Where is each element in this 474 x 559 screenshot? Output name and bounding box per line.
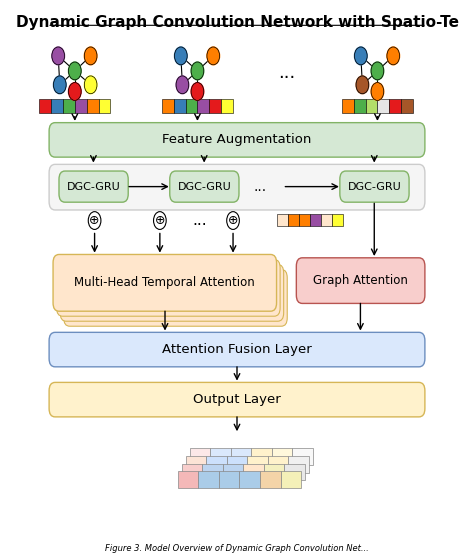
Bar: [173, 100, 186, 112]
Bar: [198, 100, 210, 112]
Text: ...: ...: [279, 64, 296, 82]
Bar: [277, 214, 288, 226]
Bar: [272, 448, 292, 465]
Circle shape: [68, 83, 81, 101]
Bar: [284, 463, 305, 480]
Circle shape: [371, 83, 384, 101]
FancyBboxPatch shape: [49, 333, 425, 367]
Bar: [321, 214, 332, 226]
Bar: [264, 463, 284, 480]
Text: Dynamic Graph Convolution Network with Spatio-Te: Dynamic Graph Convolution Network with S…: [16, 15, 458, 30]
Bar: [223, 463, 243, 480]
Text: DGC-GRU: DGC-GRU: [177, 182, 231, 192]
Circle shape: [227, 212, 239, 229]
Bar: [39, 100, 51, 112]
Bar: [288, 214, 299, 226]
Text: Figure 3. Model Overview of Dynamic Graph Convolution Net...: Figure 3. Model Overview of Dynamic Grap…: [105, 544, 369, 553]
Bar: [210, 448, 231, 465]
Text: ⊕: ⊕: [228, 214, 238, 227]
Text: DGC-GRU: DGC-GRU: [347, 182, 401, 192]
Circle shape: [387, 47, 400, 65]
Text: Multi-Head Temporal Attention: Multi-Head Temporal Attention: [74, 276, 255, 290]
Circle shape: [84, 47, 97, 65]
Text: ⊕: ⊕: [155, 214, 165, 227]
Bar: [310, 214, 321, 226]
Bar: [231, 448, 251, 465]
Circle shape: [191, 83, 204, 101]
Bar: [377, 100, 389, 112]
FancyBboxPatch shape: [49, 122, 425, 157]
Circle shape: [356, 76, 369, 94]
Text: DGC-GRU: DGC-GRU: [67, 182, 120, 192]
Bar: [75, 100, 87, 112]
Bar: [401, 100, 413, 112]
FancyBboxPatch shape: [340, 171, 409, 202]
Circle shape: [191, 62, 204, 80]
Text: ...: ...: [254, 179, 266, 193]
Bar: [186, 100, 198, 112]
Bar: [251, 448, 272, 465]
Bar: [288, 456, 309, 472]
FancyBboxPatch shape: [56, 259, 280, 316]
Circle shape: [207, 47, 219, 65]
Text: Output Layer: Output Layer: [193, 393, 281, 406]
Bar: [210, 100, 221, 112]
Circle shape: [52, 47, 64, 65]
Bar: [268, 456, 288, 472]
Bar: [87, 100, 99, 112]
Bar: [365, 100, 377, 112]
Bar: [281, 471, 301, 488]
Circle shape: [154, 212, 166, 229]
Bar: [219, 471, 239, 488]
Bar: [354, 100, 365, 112]
Bar: [186, 456, 206, 472]
Circle shape: [88, 212, 101, 229]
Circle shape: [54, 76, 66, 94]
Bar: [182, 463, 202, 480]
FancyBboxPatch shape: [296, 258, 425, 304]
Bar: [292, 448, 313, 465]
FancyBboxPatch shape: [60, 264, 283, 321]
Bar: [243, 463, 264, 480]
Bar: [190, 448, 210, 465]
FancyBboxPatch shape: [64, 269, 287, 326]
FancyBboxPatch shape: [53, 254, 276, 311]
Bar: [221, 100, 233, 112]
Bar: [389, 100, 401, 112]
Circle shape: [371, 62, 384, 80]
Text: Graph Attention: Graph Attention: [313, 274, 408, 287]
Bar: [51, 100, 63, 112]
Circle shape: [174, 47, 187, 65]
Text: Feature Augmentation: Feature Augmentation: [162, 134, 312, 146]
Bar: [332, 214, 343, 226]
Circle shape: [176, 76, 189, 94]
Bar: [299, 214, 310, 226]
Bar: [202, 463, 223, 480]
Circle shape: [84, 76, 97, 94]
Bar: [99, 100, 110, 112]
Bar: [178, 471, 198, 488]
Circle shape: [355, 47, 367, 65]
Bar: [342, 100, 354, 112]
Bar: [260, 471, 281, 488]
FancyBboxPatch shape: [59, 171, 128, 202]
FancyBboxPatch shape: [49, 382, 425, 417]
Bar: [247, 456, 268, 472]
Bar: [63, 100, 75, 112]
Bar: [206, 456, 227, 472]
Text: ...: ...: [192, 213, 207, 228]
FancyBboxPatch shape: [170, 171, 239, 202]
FancyBboxPatch shape: [49, 164, 425, 210]
Text: Attention Fusion Layer: Attention Fusion Layer: [162, 343, 312, 356]
Bar: [227, 456, 247, 472]
Bar: [239, 471, 260, 488]
Circle shape: [68, 62, 81, 80]
Text: ⊕: ⊕: [89, 214, 100, 227]
Bar: [198, 471, 219, 488]
Bar: [162, 100, 173, 112]
